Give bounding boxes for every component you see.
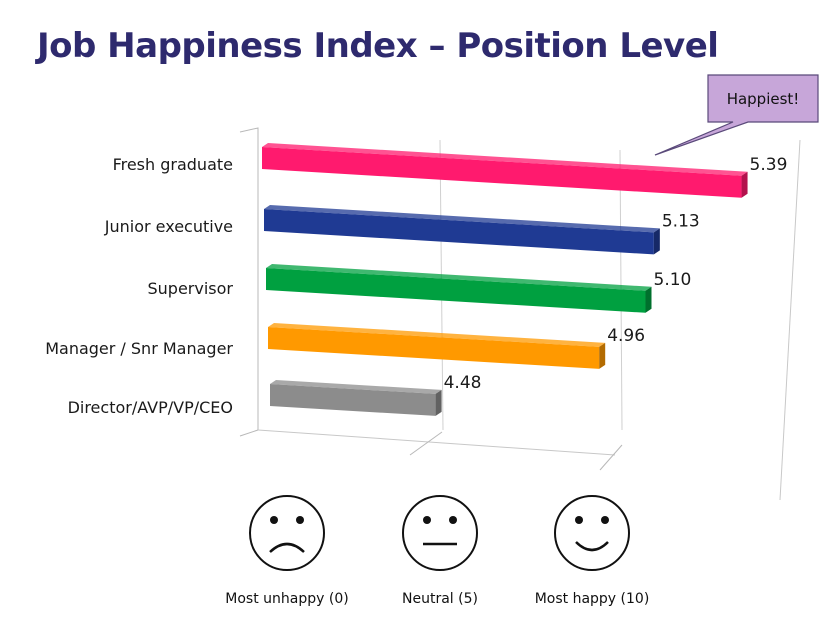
value-label: 4.48 bbox=[444, 373, 482, 393]
happiest-callout: Happiest! bbox=[654, 74, 819, 156]
category-label: Manager / Snr Manager bbox=[45, 339, 233, 358]
bar-end bbox=[435, 389, 442, 416]
category-label: Director/AVP/VP/CEO bbox=[68, 398, 233, 417]
sad-face-icon bbox=[249, 495, 325, 571]
bar-end bbox=[599, 342, 606, 369]
page-title: Job Happiness Index – Position Level bbox=[37, 26, 719, 66]
bar-end bbox=[741, 171, 748, 198]
bar bbox=[268, 323, 606, 369]
face-label-neutral: Neutral (5) bbox=[402, 591, 478, 607]
category-label: Junior executive bbox=[104, 217, 233, 236]
value-label: 4.96 bbox=[607, 326, 645, 346]
face-label-happy: Most happy (10) bbox=[535, 591, 650, 607]
bar bbox=[264, 205, 660, 255]
category-label: Fresh graduate bbox=[113, 155, 233, 174]
happy-face-icon bbox=[554, 495, 630, 571]
bar-top bbox=[262, 143, 748, 176]
bar-end bbox=[653, 228, 660, 255]
neutral-face-icon bbox=[402, 495, 478, 571]
bar-top bbox=[268, 323, 606, 347]
bars-layer bbox=[262, 143, 748, 416]
value-label: 5.13 bbox=[662, 211, 700, 231]
bar-front bbox=[270, 384, 436, 416]
bar-top bbox=[266, 264, 652, 291]
bar-front bbox=[264, 209, 654, 255]
bar-front bbox=[262, 147, 742, 198]
bar-front bbox=[266, 268, 646, 313]
bar-top bbox=[264, 205, 660, 233]
category-label: Supervisor bbox=[148, 279, 234, 298]
face-label-unhappy: Most unhappy (0) bbox=[225, 591, 348, 607]
bar bbox=[262, 143, 748, 198]
value-label: 5.39 bbox=[750, 155, 788, 175]
value-label: 5.10 bbox=[654, 270, 692, 290]
bar bbox=[270, 380, 442, 416]
bar-top bbox=[270, 380, 442, 394]
bar bbox=[266, 264, 652, 313]
bar-front bbox=[268, 327, 600, 369]
callout-text: Happiest! bbox=[727, 90, 800, 108]
scale-faces: Most unhappy (0) Neutral (5) Most happy … bbox=[225, 495, 650, 607]
labels-layer: Fresh graduate 5.39 Junior executive 5.13 Su… bbox=[45, 155, 787, 417]
bar-end bbox=[645, 286, 652, 313]
